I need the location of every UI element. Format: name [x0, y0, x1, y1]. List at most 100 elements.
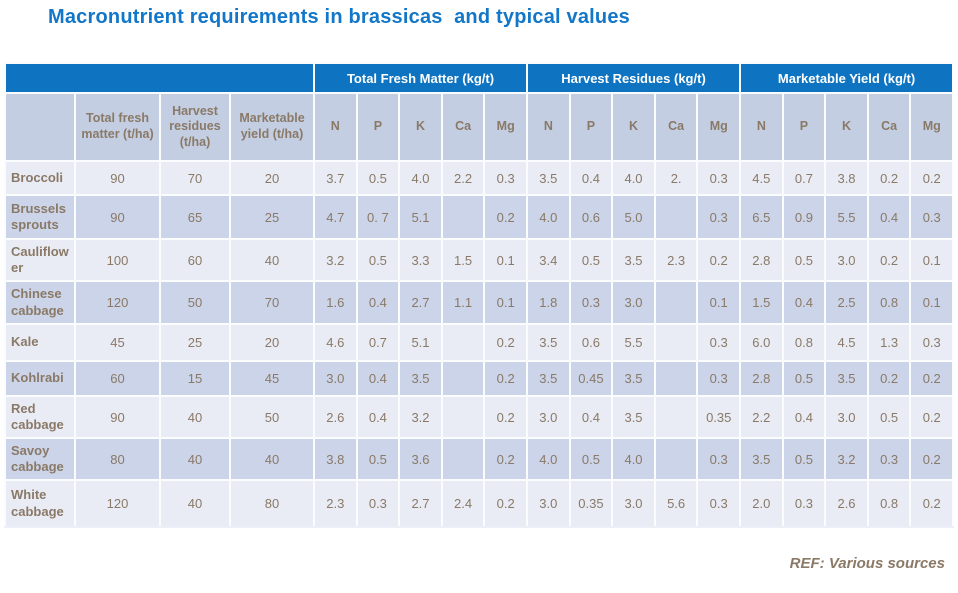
cell: 6.0: [739, 323, 784, 362]
column-header-row: Total fresh matter (t/ha) Harvest residue…: [4, 92, 955, 162]
cell: 3.8: [313, 437, 358, 481]
cell: 5.0: [611, 194, 656, 240]
cell: 5.5: [611, 323, 656, 362]
column-header-cell: Mg: [483, 92, 529, 162]
cell: 1.8: [526, 280, 571, 325]
cell: 4.7: [313, 194, 358, 240]
reference-note: REF: Various sources: [789, 555, 945, 572]
cell: 3.0: [611, 479, 656, 528]
cell: 2.7: [398, 280, 443, 325]
cell: [440, 194, 486, 240]
cell: 3.0: [611, 280, 656, 325]
cell: 3.8: [824, 160, 869, 196]
cell: 0.3: [909, 323, 955, 362]
cell: 0.7: [781, 160, 827, 196]
cell: 5.1: [398, 323, 443, 362]
table-row: Chinese cabbage 120 50 70 1.6 0.4 2.7 1.1 0.1 1.8…: [4, 280, 955, 325]
cell: 3.5: [398, 360, 443, 397]
group-header-cell: Marketable Yield (kg/t): [739, 62, 955, 94]
cell: 0.2: [483, 479, 529, 528]
table-head: Total Fresh Matter (kg/t) Harvest Residue…: [4, 62, 955, 162]
cell: 0.1: [696, 280, 742, 325]
cell: 5.5: [824, 194, 869, 240]
cell: 0.3: [909, 194, 955, 240]
group-header-cell: [4, 62, 315, 94]
cell: 0.2: [483, 323, 529, 362]
cell: 0.5: [355, 238, 401, 282]
cell: 3.5: [739, 437, 784, 481]
column-header-cell: Mg: [696, 92, 742, 162]
cell: 20: [229, 323, 315, 362]
cell: 25: [229, 194, 315, 240]
cell: 2.6: [313, 395, 358, 439]
column-header-cell: Total fresh matter (t/ha): [74, 92, 161, 162]
cell: 0.4: [355, 360, 401, 397]
cell: [653, 194, 699, 240]
cell: 0.5: [781, 360, 827, 397]
cell: 0.2: [483, 194, 529, 240]
cell: 5.6: [653, 479, 699, 528]
column-header-cell: P: [355, 92, 401, 162]
cell: 3.6: [398, 437, 443, 481]
cell: 65: [159, 194, 231, 240]
cell: [653, 280, 699, 325]
cell: 70: [229, 280, 315, 325]
cell: [440, 437, 486, 481]
cell: 0.4: [355, 280, 401, 325]
table-row: Savoy cabbage 80 40 40 3.8 0.5 3.6 0.2 4.0 0.5 4.0…: [4, 437, 955, 481]
cell: 25: [159, 323, 231, 362]
column-header-cell: Ca: [440, 92, 486, 162]
cell: 3.0: [526, 395, 571, 439]
cell: 3.5: [824, 360, 869, 397]
cell: 0.1: [483, 280, 529, 325]
cell: 0.3: [696, 323, 742, 362]
cell: 0.4: [866, 194, 912, 240]
column-header-cell: Harvest residues (t/ha): [159, 92, 231, 162]
cell: 0.2: [909, 160, 955, 196]
table-row: White cabbage 120 40 80 2.3 0.3 2.7 2.4 0.2 3.0 0.…: [4, 479, 955, 528]
cell: 15: [159, 360, 231, 397]
cell: 1.3: [866, 323, 912, 362]
cell: 1.6: [313, 280, 358, 325]
cell: 2.: [653, 160, 699, 196]
cell: 0.2: [696, 238, 742, 282]
cell: 0.2: [866, 160, 912, 196]
row-label: White cabbage: [4, 479, 76, 528]
column-header-cell: K: [611, 92, 656, 162]
cell: [440, 395, 486, 439]
row-label: Broccoli: [4, 160, 76, 196]
cell: 3.0: [824, 395, 869, 439]
cell: 0.35: [696, 395, 742, 439]
column-header-cell: K: [398, 92, 443, 162]
table-body: Broccoli 90 70 20 3.7 0.5 4.0 2.2 0.3 3.5 0.4 4.0 2.…: [4, 160, 955, 528]
cell: 0.2: [909, 437, 955, 481]
cell: 2.2: [739, 395, 784, 439]
cell: 3.0: [824, 238, 869, 282]
cell: 2.8: [739, 360, 784, 397]
cell: 3.2: [824, 437, 869, 481]
cell: 100: [74, 238, 161, 282]
cell: 40: [229, 238, 315, 282]
cell: 2.7: [398, 479, 443, 528]
cell: 0.6: [568, 323, 614, 362]
cell: 120: [74, 479, 161, 528]
cell: 0.45: [568, 360, 614, 397]
cell: 2.4: [440, 479, 486, 528]
table-row: Red cabbage 90 40 50 2.6 0.4 3.2 0.2 3.0 0.4 3.5 0.…: [4, 395, 955, 439]
column-header-cell: Mg: [909, 92, 955, 162]
row-label: Kohlrabi: [4, 360, 76, 397]
row-label: Chinese cabbage: [4, 280, 76, 325]
cell: 1.1: [440, 280, 486, 325]
cell: 40: [159, 395, 231, 439]
cell: 3.3: [398, 238, 443, 282]
column-header-cell: Marketable yield (t/ha): [229, 92, 315, 162]
macronutrient-table: Total Fresh Matter (kg/t) Harvest Residue…: [4, 62, 955, 528]
cell: 3.5: [526, 160, 571, 196]
cell: 3.2: [398, 395, 443, 439]
cell: 0.2: [909, 479, 955, 528]
cell: 90: [74, 160, 161, 196]
column-header-cell: [4, 92, 76, 162]
cell: 20: [229, 160, 315, 196]
cell: 0.8: [866, 479, 912, 528]
